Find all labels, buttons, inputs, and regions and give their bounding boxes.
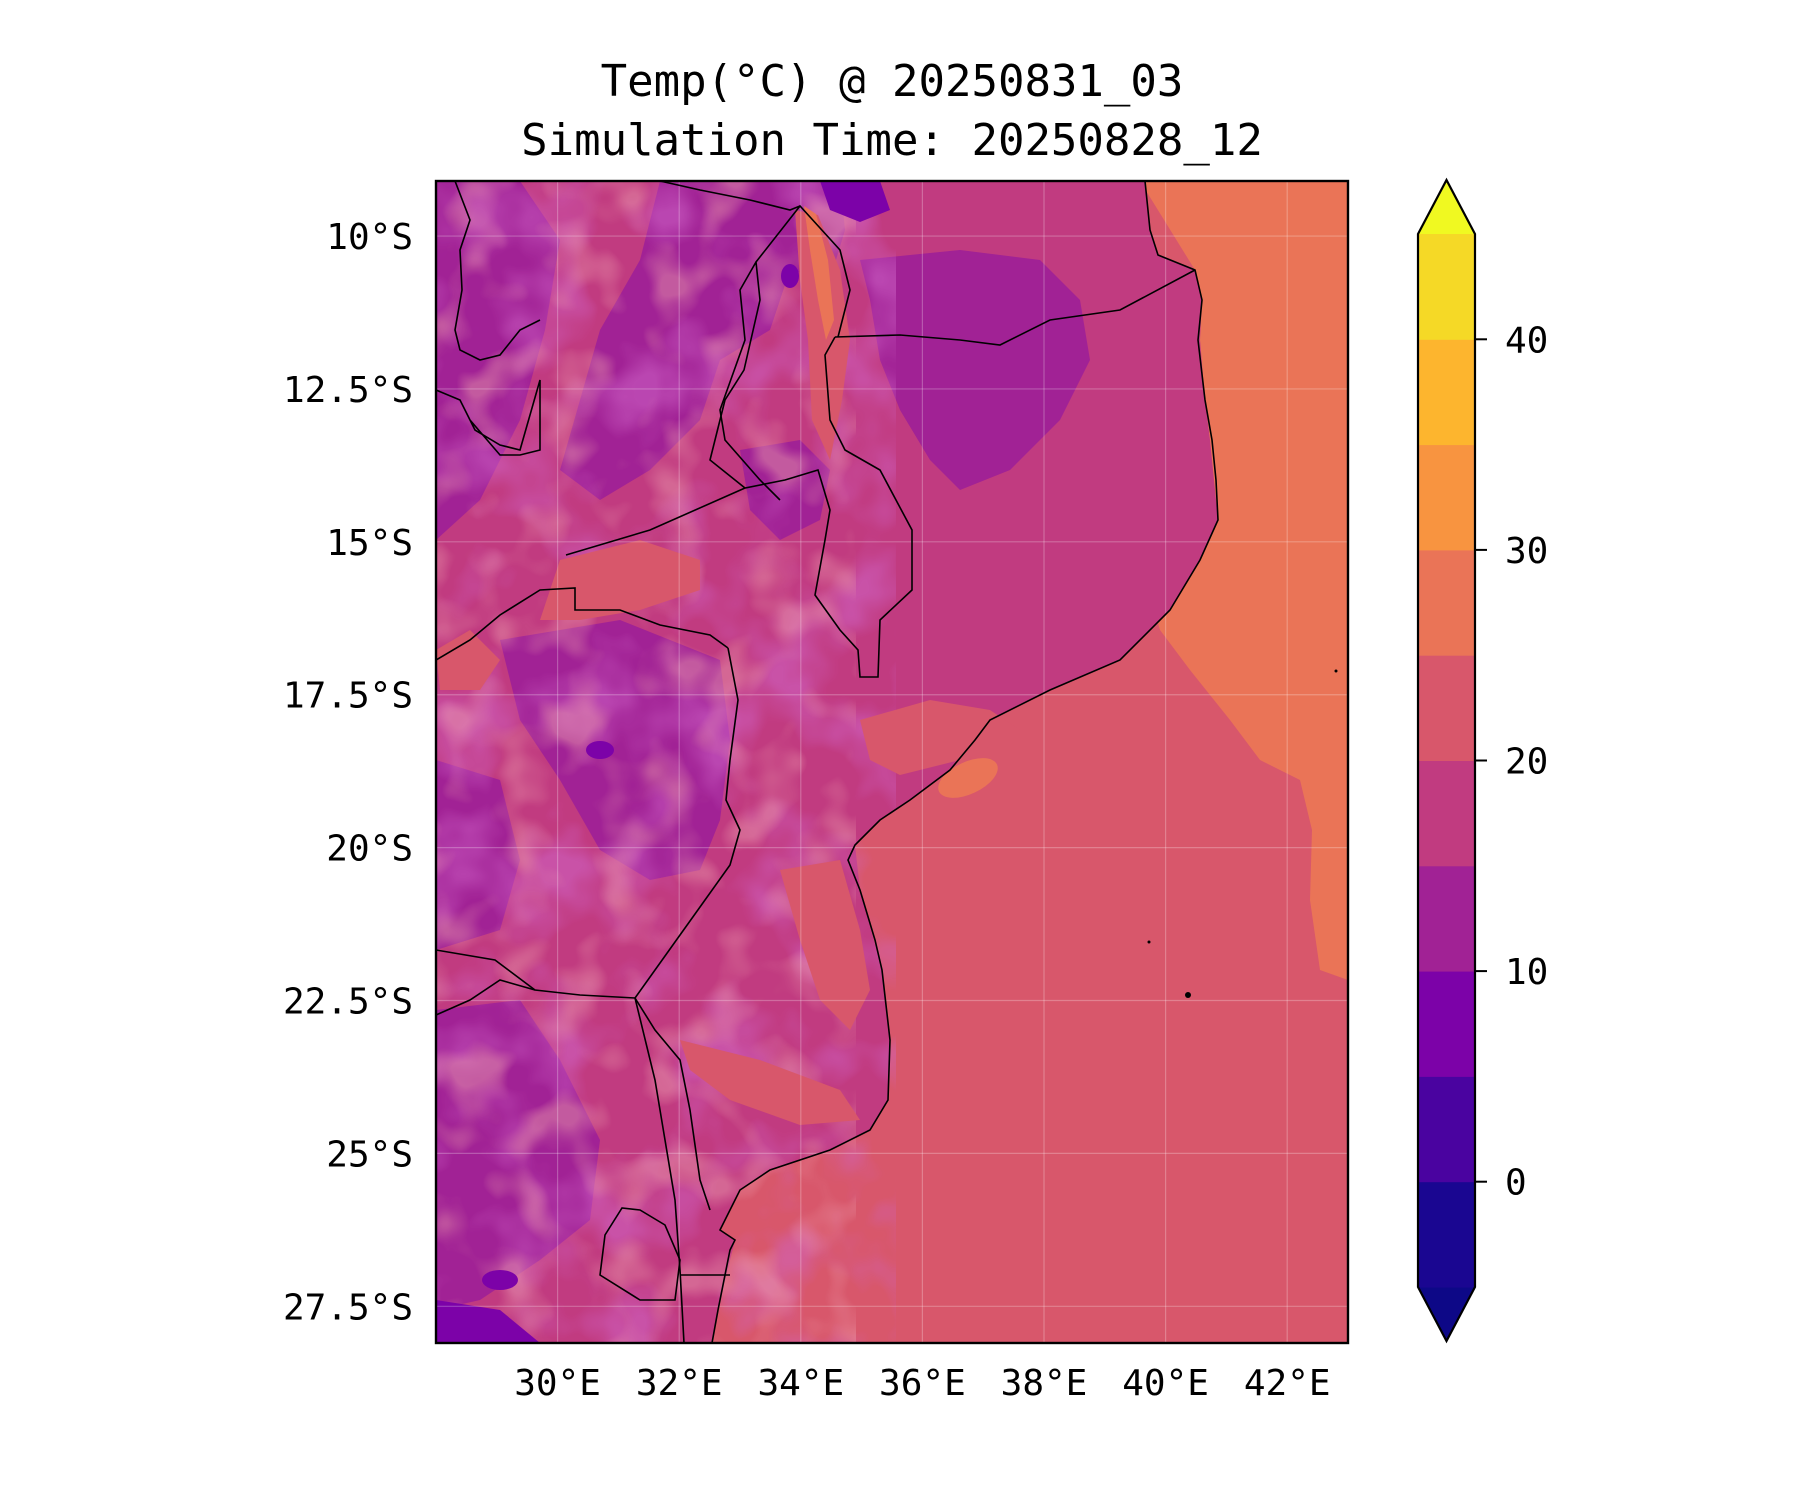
colorbar-bin (1418, 865, 1475, 972)
colorbar: 0 10 20 30 40 (1416, 177, 1548, 1344)
colorbar-bin (1418, 760, 1475, 867)
lat-tick-label: 20°S (326, 829, 413, 870)
colorbar-bin (1418, 655, 1475, 761)
border-zimbabwe-mozambique (634, 647, 741, 1211)
colorbar-bin (1418, 339, 1475, 446)
lat-tick-label: 15°S (326, 523, 413, 564)
border-botswana (436, 979, 536, 1016)
lon-tick-label: 34°E (757, 1363, 844, 1404)
border-eswatini (599, 1207, 681, 1301)
border-zambia-malawi (719, 261, 781, 501)
lon-tick-label: 36°E (879, 1363, 966, 1404)
colorbar-tick-label: 10 (1505, 952, 1548, 993)
border-zambia-south (436, 587, 729, 661)
lon-tick-label: 42°E (1244, 1363, 1331, 1404)
lat-tick-label: 10°S (326, 217, 413, 258)
colorbar-bin (1418, 1181, 1475, 1288)
colorbar-bin (1418, 549, 1475, 656)
lon-tick-label: 38°E (1001, 1363, 1088, 1404)
lon-tick-labels: 30°E 32°E 34°E 36°E 38°E 40°E 42°E (514, 1363, 1330, 1404)
boundaries (436, 181, 1219, 1343)
coastline (711, 181, 1219, 1343)
border-drc-zambia (436, 379, 541, 456)
colorbar-tick-label: 30 (1505, 531, 1548, 572)
lon-tick-label: 30°E (514, 1363, 601, 1404)
border-zambia-north (454, 181, 541, 361)
lake-warm-spot (804, 206, 834, 340)
lon-tick-label: 40°E (1122, 1363, 1209, 1404)
border-south-africa-mozambique (634, 997, 685, 1343)
warm-ocean-band (1140, 181, 1348, 980)
lat-tick-label: 27.5°S (283, 1287, 413, 1328)
lat-tick-label: 17.5°S (283, 676, 413, 717)
colorbar-tick-label: 20 (1505, 742, 1548, 783)
colorbar-bin (1418, 971, 1475, 1077)
warm-channel-spot (938, 758, 998, 798)
lon-tick-label: 32°E (636, 1363, 723, 1404)
map-area[interactable] (436, 181, 1348, 1343)
land-texture-warm (436, 181, 856, 1343)
colorbar-bin (1418, 234, 1475, 340)
map-frame (434, 179, 1350, 1345)
border-tanzania-zambia (659, 181, 801, 211)
colorbar-tick-label: 0 (1505, 1163, 1527, 1204)
colorbar-bin (1418, 444, 1475, 551)
map-title: Temp(°C) @ 20250831_03 (601, 56, 1184, 107)
colorbar-extend-min (1418, 1287, 1475, 1341)
border-zambia-mozambique (565, 487, 746, 556)
islands (1147, 669, 1338, 998)
colorbar-bin (1418, 1076, 1475, 1183)
border-tanzania-mozambique (834, 269, 1196, 346)
map-subtitle: Simulation Time: 20250828_12 (521, 115, 1263, 166)
lat-tick-label: 25°S (326, 1134, 413, 1175)
colorbar-tick-label: 40 (1505, 320, 1548, 361)
border-lake-malawi (709, 204, 913, 678)
lat-tick-label: 12.5°S (283, 370, 413, 411)
cold-patches (436, 181, 890, 1343)
colorbar-outline (1416, 177, 1477, 1344)
gridlines (436, 181, 1348, 1343)
colorbar-extend-max (1418, 180, 1475, 234)
lat-tick-labels: 10°S 12.5°S 15°S 17.5°S 20°S 22.5°S 25°S 27.5°S (283, 217, 413, 1328)
lat-tick-label: 22.5°S (283, 982, 413, 1023)
warm-land-strips (436, 210, 1020, 1125)
